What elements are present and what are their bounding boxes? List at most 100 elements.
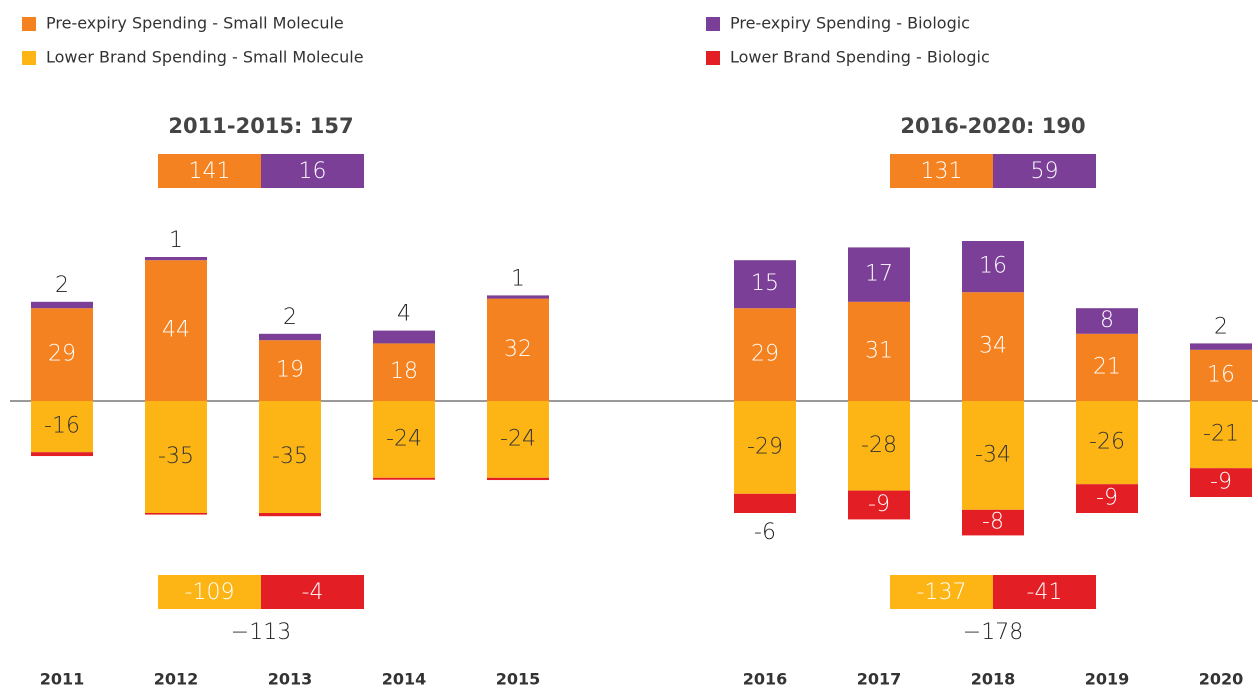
data-label: 19: [276, 358, 304, 383]
bar-segment: [259, 340, 321, 401]
data-label: -28: [861, 433, 897, 458]
legend-swatch: [706, 17, 720, 31]
legend-swatch: [22, 17, 36, 31]
x-tick-label: 2013: [268, 670, 313, 689]
data-label: 29: [751, 342, 779, 367]
bar-segment: [145, 401, 207, 513]
data-label: 21: [1093, 354, 1121, 379]
group-title: 2016-2020: 190: [900, 114, 1085, 138]
bar-segment: [373, 330, 435, 344]
data-label: 32: [504, 337, 532, 362]
data-label: 1: [169, 228, 183, 253]
summary-box: [158, 154, 261, 188]
summary-label: -41: [1027, 580, 1063, 605]
bar-segment: [962, 241, 1024, 293]
summary-total: −113: [231, 620, 291, 645]
summary-label: 59: [1031, 159, 1059, 184]
group-title: 2011-2015: 157: [168, 114, 353, 138]
x-tick-label: 2019: [1085, 670, 1130, 689]
bar-segment: [848, 247, 910, 302]
x-tick-label: 2018: [971, 670, 1016, 689]
bar-segment: [962, 401, 1024, 510]
bar-segment: [1076, 308, 1138, 334]
data-label: 2: [283, 305, 297, 330]
bar-segment: [259, 513, 321, 517]
legend-swatch: [22, 51, 36, 65]
bar-segment: [31, 452, 93, 457]
bar-segment: [962, 509, 1024, 536]
bar-segment: [373, 401, 435, 478]
x-tick-label: 2011: [40, 670, 85, 689]
bar-segment: [1076, 333, 1138, 401]
bar-segment: [734, 493, 796, 513]
data-label: 1: [511, 266, 525, 291]
bar-segment: [962, 292, 1024, 401]
bar-segment: [848, 401, 910, 491]
bar-segment: [734, 308, 796, 401]
bar-segment: [373, 477, 435, 480]
x-tick-label: 2016: [743, 670, 788, 689]
data-label: -9: [868, 492, 890, 517]
bar-segment: [145, 513, 207, 515]
bar-segment: [1076, 484, 1138, 513]
summary-label: -4: [302, 580, 324, 605]
data-label: 8: [1100, 308, 1114, 333]
data-label: 17: [865, 262, 893, 287]
bar-segment: [487, 477, 549, 481]
summary-box: [890, 154, 993, 188]
summary-label: 141: [189, 159, 231, 184]
data-label: -21: [1203, 422, 1239, 447]
data-label: 4: [397, 302, 411, 327]
data-label: 31: [865, 338, 893, 363]
data-label: 16: [979, 254, 1007, 279]
bar-segment: [1190, 343, 1252, 350]
data-label: -6: [754, 520, 776, 545]
data-label: -8: [982, 510, 1004, 535]
data-label: -29: [747, 434, 783, 459]
legend-label: Lower Brand Spending - Biologic: [730, 48, 990, 67]
bar-segment: [31, 401, 93, 453]
summary-box: [261, 575, 364, 609]
data-label: -35: [272, 444, 308, 469]
data-label: -24: [500, 426, 536, 451]
bar-segment: [145, 257, 207, 261]
summary-box: [261, 154, 364, 188]
legend-label: Pre-expiry Spending - Biologic: [730, 14, 970, 33]
x-tick-label: 2015: [496, 670, 541, 689]
data-label: 2: [1214, 314, 1228, 339]
bar-segment: [31, 301, 93, 309]
data-label: 44: [162, 318, 190, 343]
data-label: -26: [1089, 430, 1125, 455]
summary-label: -109: [185, 580, 235, 605]
data-label: -16: [44, 414, 80, 439]
bar-segment: [1190, 401, 1252, 469]
bar-segment: [373, 343, 435, 401]
summary-box: [993, 154, 1096, 188]
summary-total: −178: [963, 620, 1023, 645]
bar-segment: [487, 401, 549, 478]
data-label: 2: [55, 273, 69, 298]
summary-box: [890, 575, 993, 609]
summary-label: 16: [299, 159, 327, 184]
data-label: -9: [1096, 486, 1118, 511]
x-tick-label: 2012: [154, 670, 199, 689]
bar-segment: [145, 260, 207, 401]
data-label: -35: [158, 444, 194, 469]
data-label: -9: [1210, 470, 1232, 495]
data-label: 29: [48, 342, 76, 367]
summary-box: [993, 575, 1096, 609]
legend-label: Pre-expiry Spending - Small Molecule: [46, 14, 344, 33]
data-label: 34: [979, 334, 1007, 359]
bar-segment: [734, 260, 796, 309]
bar-segment: [1190, 468, 1252, 497]
bar-segment: [487, 295, 549, 299]
x-tick-label: 2017: [857, 670, 902, 689]
data-label: 16: [1207, 362, 1235, 387]
bar-segment: [259, 401, 321, 513]
data-label: -24: [386, 426, 422, 451]
bar-segment: [1190, 349, 1252, 401]
data-label: 18: [390, 359, 418, 384]
summary-box: [158, 575, 261, 609]
summary-label: 131: [921, 159, 963, 184]
